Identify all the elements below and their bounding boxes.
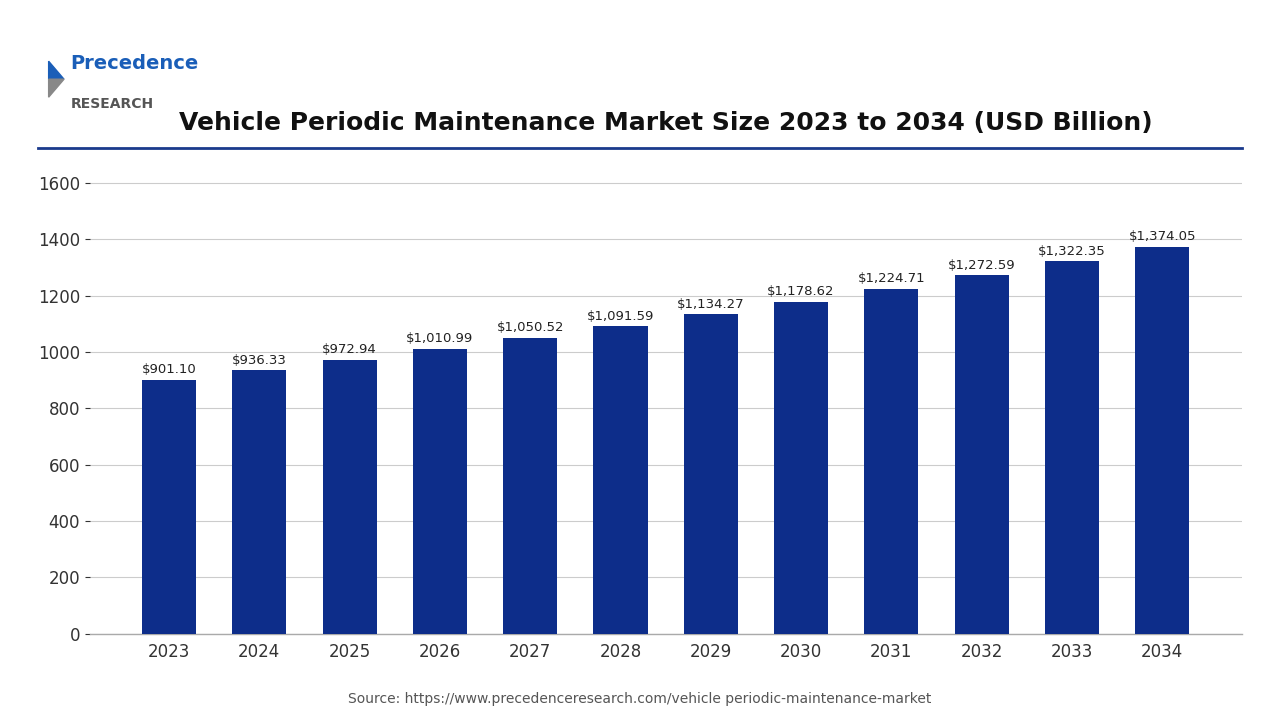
Bar [864,289,918,634]
Bar [413,349,467,634]
Text: $1,322.35: $1,322.35 [1038,245,1106,258]
Text: $936.33: $936.33 [232,354,287,366]
Text: Precedence: Precedence [70,54,198,73]
Text: $972.94: $972.94 [323,343,378,356]
Bar [142,380,196,634]
Bar [503,338,557,634]
Bar [684,314,737,634]
Text: $1,091.59: $1,091.59 [586,310,654,323]
Bar [774,302,828,634]
Bar [1044,261,1100,634]
Text: $1,010.99: $1,010.99 [406,333,474,346]
Text: $1,224.71: $1,224.71 [858,272,925,285]
Text: Source: https://www.precedenceresearch.com/vehicle periodic-maintenance-market: Source: https://www.precedenceresearch.c… [348,692,932,706]
Title: Vehicle Periodic Maintenance Market Size 2023 to 2034 (USD Billion): Vehicle Periodic Maintenance Market Size… [179,111,1152,135]
Text: $1,050.52: $1,050.52 [497,321,564,334]
Bar [1135,247,1189,634]
Bar [955,275,1009,634]
Text: $1,134.27: $1,134.27 [677,298,745,311]
Text: RESEARCH: RESEARCH [70,97,154,111]
Text: $1,272.59: $1,272.59 [947,258,1015,271]
Text: $1,374.05: $1,374.05 [1129,230,1196,243]
Text: $901.10: $901.10 [142,364,196,377]
Bar [594,326,648,634]
Bar [323,359,376,634]
Bar [232,370,287,634]
Text: $1,178.62: $1,178.62 [767,285,835,298]
